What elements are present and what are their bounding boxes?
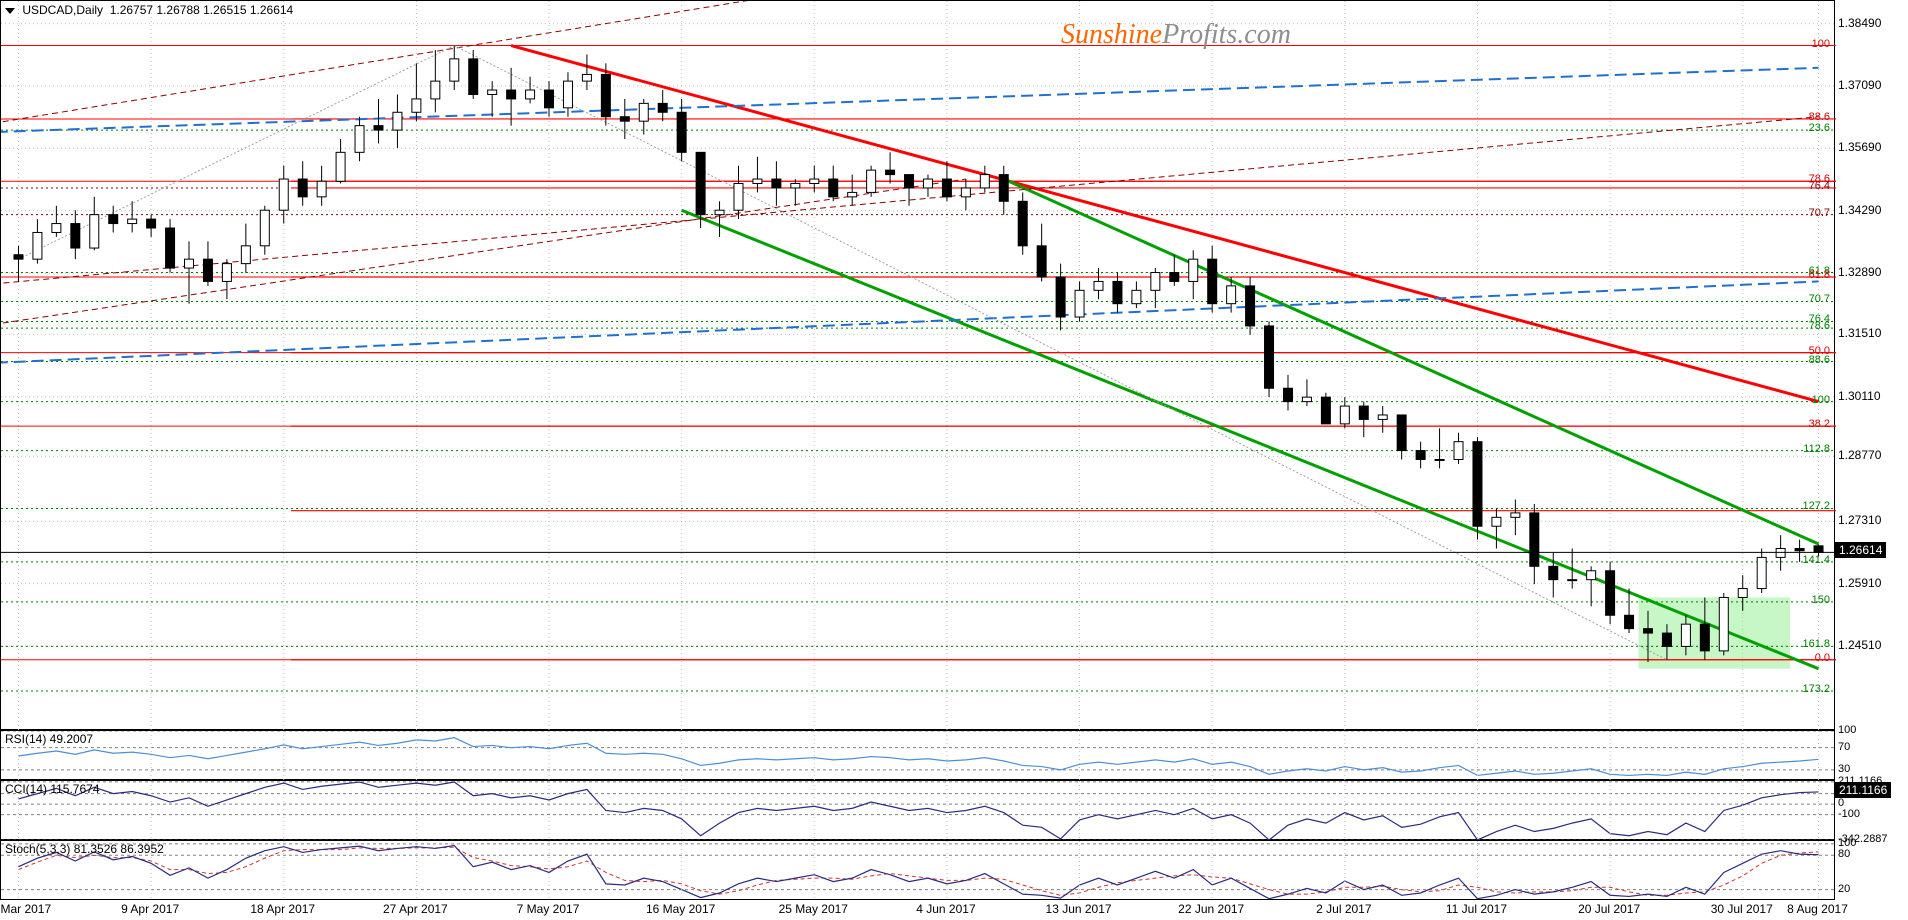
indicator-tick-label: 80 xyxy=(1838,848,1850,860)
x-tick-label: 18 Apr 2017 xyxy=(250,902,315,916)
indicator-tick-label: -100 xyxy=(1838,808,1860,820)
price-panel: USDCAD,Daily 1.26757 1.26788 1.26515 1.2… xyxy=(0,0,1835,730)
stoch-title: Stoch(5,3,3) 81.3526 86.3952 xyxy=(5,842,164,856)
stoch-panel: Stoch(5,3,3) 81.3526 86.3952 xyxy=(0,840,1835,900)
chart-root: USDCAD,Daily 1.26757 1.26788 1.26515 1.2… xyxy=(0,0,1908,920)
y-tick-label: 1.27310 xyxy=(1838,513,1881,527)
fib-label: 100 xyxy=(1812,38,1830,50)
current-price-box: 1.26614 xyxy=(1835,542,1886,558)
x-tick-label: 7 May 2017 xyxy=(517,902,580,916)
x-tick-label: 20 Jul 2017 xyxy=(1578,902,1640,916)
x-tick-label: 30 Jul 2017 xyxy=(1711,902,1773,916)
cci-panel: CCI(14) 115.7674 xyxy=(0,780,1835,840)
indicator-tick-label: 100 xyxy=(1838,837,1856,849)
fib-label: 100 xyxy=(1812,394,1830,406)
y-tick-label: 1.38490 xyxy=(1838,16,1881,30)
fib-label: 70.7 xyxy=(1809,293,1830,305)
dropdown-icon[interactable] xyxy=(5,8,15,14)
fib-label: 161.8 xyxy=(1802,638,1830,650)
y-tick-label: 1.24510 xyxy=(1838,638,1881,652)
rsi-panel: RSI(14) 49.2007 xyxy=(0,730,1835,780)
x-tick-label: 22 Jun 2017 xyxy=(1178,902,1244,916)
fib-label: 88.6 xyxy=(1809,354,1830,366)
y-tick-label: 1.25910 xyxy=(1838,576,1881,590)
y-tick-label: 1.30110 xyxy=(1838,389,1881,403)
x-tick-label: 4 Jun 2017 xyxy=(916,902,975,916)
y-tick-label: 1.28770 xyxy=(1838,448,1881,462)
price-title: USDCAD,Daily 1.26757 1.26788 1.26515 1.2… xyxy=(5,3,293,17)
fib-label: 78.6 xyxy=(1809,320,1830,332)
fib-label: 150 xyxy=(1812,594,1830,606)
cci-title: CCI(14) 115.7674 xyxy=(5,782,100,796)
fib-label: 23.6 xyxy=(1809,122,1830,134)
watermark-sunshine: Sunshine xyxy=(1061,19,1162,50)
x-tick-label: 25 May 2017 xyxy=(779,902,848,916)
cci-value-box: 211.1166 xyxy=(1835,782,1891,798)
x-tick-label: 11 Jul 2017 xyxy=(1446,902,1507,916)
symbol-label: USDCAD xyxy=(22,3,73,17)
y-tick-label: 1.35690 xyxy=(1838,140,1881,154)
cci-canvas xyxy=(1,781,1836,841)
x-tick-label: 13 Jun 2017 xyxy=(1046,902,1112,916)
y-tick-label: 1.37090 xyxy=(1838,78,1881,92)
fib-label: 173.2 xyxy=(1802,683,1830,695)
fib-label: 61.8 xyxy=(1809,269,1830,281)
y-tick-label: 1.32890 xyxy=(1838,265,1881,279)
rsi-title: RSI(14) 49.2007 xyxy=(5,732,93,746)
x-tick-label: 2 Jul 2017 xyxy=(1316,902,1371,916)
fib-label: 141.4 xyxy=(1802,554,1830,566)
watermark-profits: Profits.com xyxy=(1162,19,1291,50)
rsi-canvas xyxy=(1,731,1836,781)
indicator-tick-label: 100 xyxy=(1838,724,1856,736)
y-tick-label: 1.34290 xyxy=(1838,203,1881,217)
timeframe-label: Daily xyxy=(76,3,103,17)
fib-label: 112.8 xyxy=(1803,443,1830,455)
ohlc-label: 1.26757 1.26788 1.26515 1.26614 xyxy=(110,3,294,17)
x-tick-label: 27 Apr 2017 xyxy=(383,902,448,916)
x-tick-label: 9 Apr 2017 xyxy=(121,902,179,916)
x-tick-label: 8 Aug 2017 xyxy=(1787,902,1848,916)
fib-label: 76.4 xyxy=(1809,180,1830,192)
y-tick-label: 1.31510 xyxy=(1838,326,1881,340)
price-canvas xyxy=(1,1,1836,731)
indicator-tick-label: 20 xyxy=(1838,883,1850,895)
stoch-canvas xyxy=(1,841,1836,901)
x-tick-label: 30 Mar 2017 xyxy=(0,902,51,916)
fib-label: 38.2 xyxy=(1809,418,1830,430)
fib-label: 127.2 xyxy=(1802,500,1830,512)
watermark: SunshineProfits.com xyxy=(1061,19,1291,51)
indicator-tick-label: 70 xyxy=(1838,741,1850,753)
fib-label: 70.7 xyxy=(1809,207,1830,219)
indicator-tick-label: 30 xyxy=(1838,763,1850,775)
fib-label: 0.0 xyxy=(1815,652,1830,664)
x-tick-label: 16 May 2017 xyxy=(646,902,715,916)
